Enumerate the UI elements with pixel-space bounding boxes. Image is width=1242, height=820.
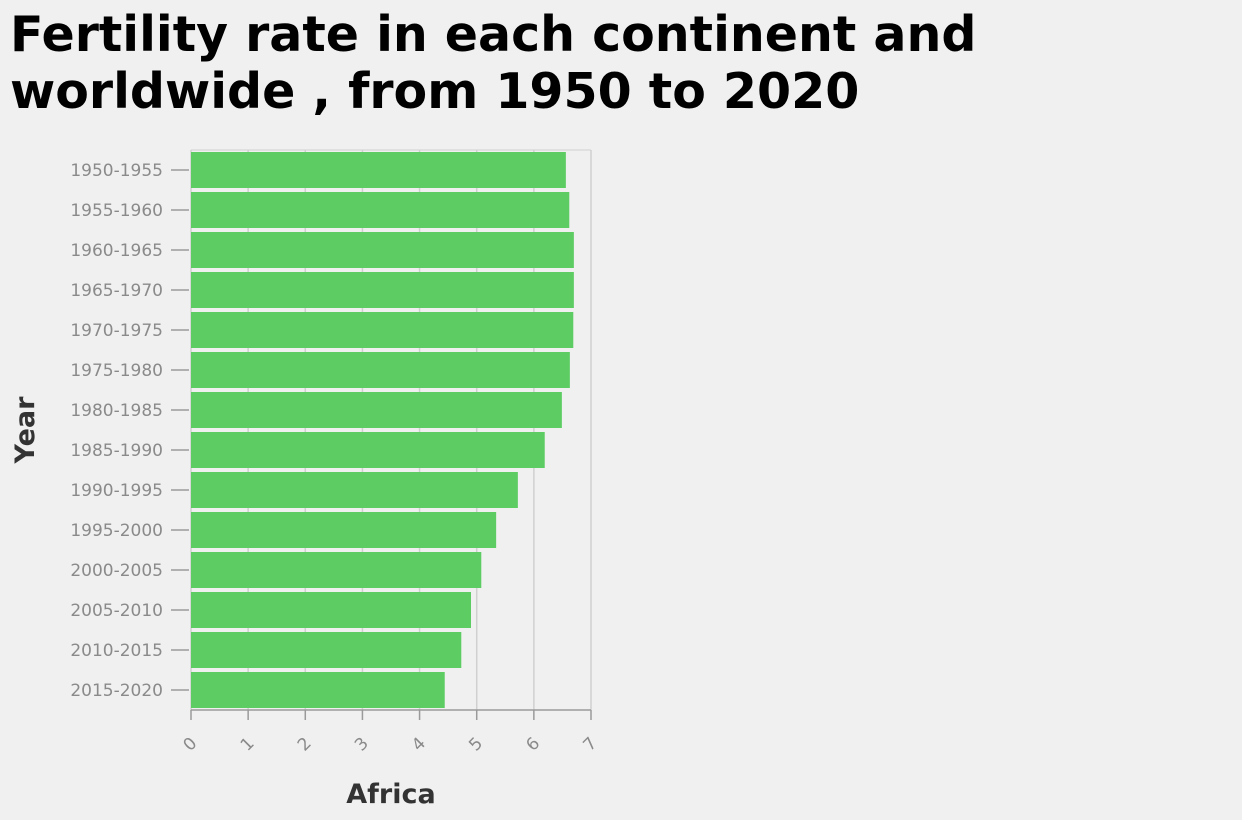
x-tick-label: 7 [580,734,602,756]
x-tick-label: 1 [237,734,259,756]
y-tick-label: 1960-1965 [70,241,163,261]
bar [191,192,569,228]
x-tick-label: 6 [522,734,544,756]
y-tick-label: 1990-1995 [70,481,163,501]
y-tick-label: 1995-2000 [70,521,163,541]
y-tick-label: 1975-1980 [70,361,163,381]
bar [191,392,562,428]
x-axis: 0 1 2 3 4 5 6 7 [180,710,602,755]
bar [191,232,574,268]
y-axis: 1950-1955 1955-1960 1960-1965 1965-1970 1970… [70,161,189,701]
y-tick-label: 2010-2015 [70,641,163,661]
y-tick-label: 1950-1955 [70,161,163,181]
bar [191,352,570,388]
y-tick-label: 1970-1975 [70,321,163,341]
bar [191,592,471,628]
bar [191,152,566,188]
x-tick-label: 3 [351,734,373,756]
x-axis-title: Africa [346,779,435,810]
x-tick-label: 2 [294,734,316,756]
y-tick-label: 1965-1970 [70,281,163,301]
x-tick-label: 5 [465,734,487,756]
bar [191,312,573,348]
bar [191,672,445,708]
y-tick-label: 1985-1990 [70,441,163,461]
y-tick-label: 1980-1985 [70,401,163,421]
y-tick-label: 2000-2005 [70,561,163,581]
bar [191,512,496,548]
bar [191,552,481,588]
bar [191,272,574,308]
y-tick-label: 2015-2020 [70,681,163,701]
y-tick-label: 2005-2010 [70,601,163,621]
bar [191,432,545,468]
bar [191,632,461,668]
y-tick-label: 1955-1960 [70,201,163,221]
bar [191,472,518,508]
y-axis-title: Year [10,396,41,465]
x-tick-label: 0 [180,734,202,756]
x-tick-label: 4 [408,734,430,756]
